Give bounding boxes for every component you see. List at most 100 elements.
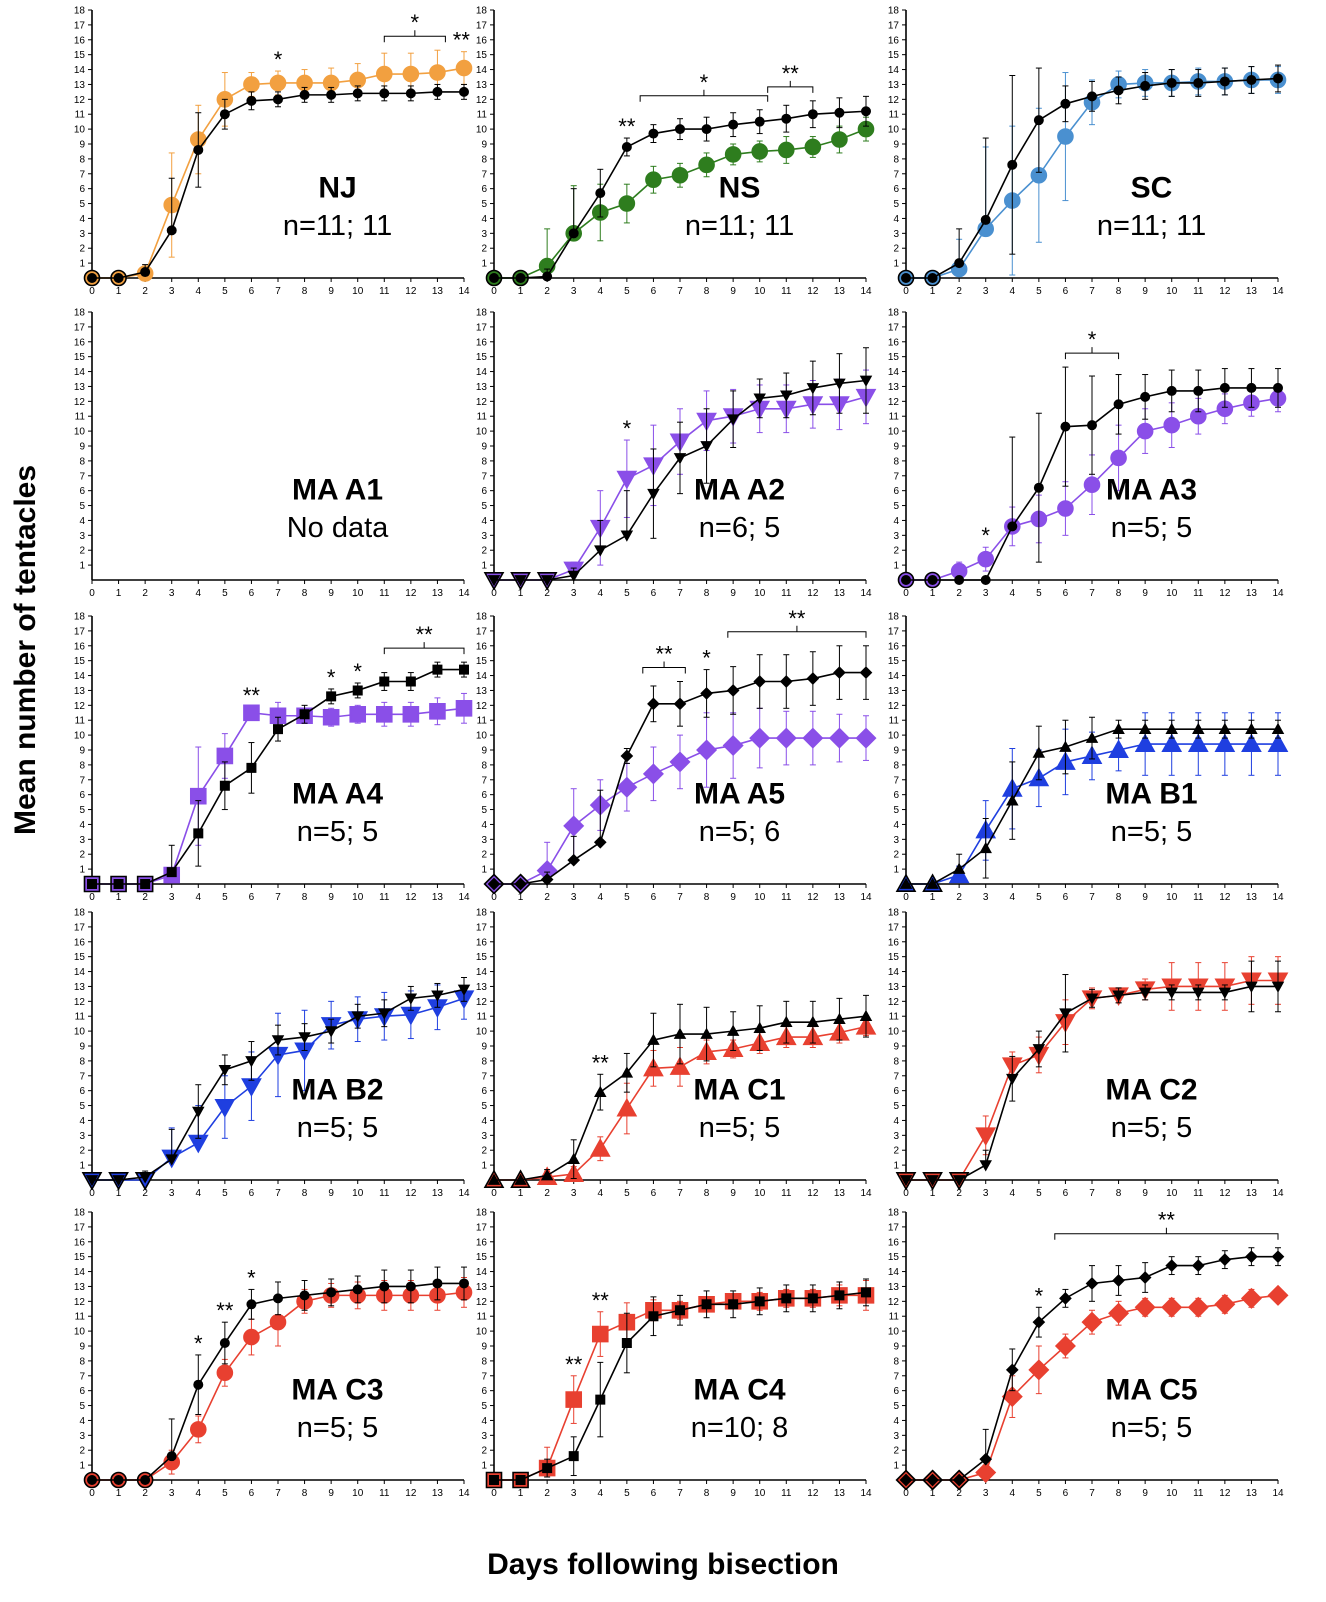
data-point: [977, 550, 995, 568]
y-tick-label: 9: [893, 442, 899, 453]
data-point: [979, 1160, 992, 1172]
x-tick-label: 7: [677, 1188, 683, 1199]
data-point: [781, 1293, 792, 1304]
y-tick-label: 11: [477, 1312, 488, 1323]
y-tick-label: 15: [74, 656, 86, 667]
x-tick-label: 7: [1089, 588, 1095, 599]
x-tick-label: 2: [142, 588, 148, 599]
x-tick-label: 3: [169, 1488, 175, 1499]
y-tick-label: 13: [74, 1282, 86, 1293]
data-point: [1005, 1363, 1019, 1377]
panel-n: n=6; 5: [699, 512, 780, 544]
x-tick-label: 10: [1166, 1488, 1178, 1499]
significance-bracket: [1054, 1227, 1279, 1240]
x-tick-label: 9: [730, 892, 736, 903]
panel-n: No data: [287, 512, 389, 544]
data-point: [616, 470, 638, 490]
data-point: [432, 1278, 443, 1289]
data-point: [487, 1173, 501, 1185]
data-point: [405, 1281, 416, 1292]
y-tick-label: 12: [74, 701, 86, 712]
data-point: [429, 64, 446, 81]
data-point: [1218, 987, 1232, 999]
data-point: [324, 1026, 338, 1038]
data-point: [753, 675, 767, 688]
data-point: [669, 1056, 691, 1075]
x-tick-label: 10: [1166, 588, 1178, 599]
y-tick-label: 10: [476, 125, 488, 136]
x-tick-label: 7: [275, 1188, 281, 1199]
data-point: [243, 704, 260, 722]
y-tick-label: 3: [481, 229, 487, 240]
data-point: [1219, 76, 1230, 87]
x-tick-label: 3: [169, 892, 175, 903]
y-tick-label: 13: [888, 1282, 900, 1293]
data-point: [1083, 476, 1101, 494]
data-point: [620, 1066, 634, 1078]
y-tick-label: 15: [476, 952, 488, 963]
data-point: [1110, 449, 1127, 467]
x-tick-label: 2: [956, 588, 962, 599]
y-tick-label: 1: [481, 561, 487, 572]
data-point: [926, 1175, 939, 1187]
y-tick-label: 8: [481, 1056, 487, 1067]
x-tick-label: 11: [379, 892, 390, 903]
data-point: [1136, 422, 1154, 440]
y-tick-label: 9: [481, 746, 487, 757]
x-tick-label: 0: [491, 286, 497, 297]
y-tick-label: 5: [893, 1401, 899, 1412]
y-tick-label: 5: [893, 1101, 899, 1112]
data-point: [647, 1033, 660, 1045]
y-tick-label: 15: [476, 1252, 488, 1263]
y-tick-label: 1: [893, 259, 899, 270]
y-tick-label: 1: [481, 1161, 487, 1172]
y-tick-label: 12: [888, 1297, 900, 1308]
y-tick-label: 5: [893, 805, 899, 816]
y-tick-label: 9: [79, 442, 85, 453]
y-tick-label: 10: [888, 1327, 900, 1338]
x-tick-label: 6: [1063, 1488, 1069, 1499]
data-point: [402, 65, 420, 83]
x-tick-label: 14: [458, 588, 470, 599]
significance-star: **: [565, 1352, 583, 1377]
x-tick-label: 12: [1219, 286, 1231, 297]
x-tick-label: 8: [1116, 286, 1122, 297]
data-point: [1165, 987, 1178, 999]
y-tick-label: 4: [79, 214, 85, 225]
data-point: [926, 877, 939, 889]
x-tick-label: 11: [1193, 1488, 1204, 1499]
x-tick-label: 3: [571, 892, 577, 903]
x-tick-label: 6: [651, 1488, 657, 1499]
data-point: [1165, 722, 1178, 734]
y-tick-label: 11: [889, 716, 900, 727]
x-tick-label: 1: [930, 892, 936, 903]
x-tick-label: 2: [544, 588, 550, 599]
data-point: [246, 1299, 257, 1310]
x-tick-label: 7: [275, 1488, 281, 1499]
data-point: [779, 675, 793, 688]
y-tick-label: 5: [79, 805, 85, 816]
x-tick-label: 5: [624, 286, 630, 297]
y-tick-label: 15: [888, 352, 900, 363]
data-point: [379, 676, 390, 687]
data-point: [753, 393, 766, 405]
data-point: [166, 1451, 177, 1462]
x-tick-label: 14: [1272, 1188, 1284, 1199]
data-point: [189, 787, 207, 805]
x-tick-label: 6: [1063, 892, 1069, 903]
data-point: [620, 530, 634, 542]
data-point: [802, 727, 824, 749]
y-tick-label: 17: [888, 922, 900, 933]
x-tick-label: 13: [432, 1188, 444, 1199]
series-purple: [483, 707, 877, 895]
data-point: [806, 672, 820, 685]
series-black: [487, 645, 873, 891]
data-point: [1245, 1250, 1258, 1263]
data-point: [1161, 1296, 1183, 1318]
y-tick-label: 17: [74, 322, 86, 333]
x-tick-label: 5: [624, 588, 630, 599]
series-black: [487, 994, 873, 1185]
data-point: [218, 1065, 232, 1077]
y-tick-label: 9: [481, 140, 487, 151]
